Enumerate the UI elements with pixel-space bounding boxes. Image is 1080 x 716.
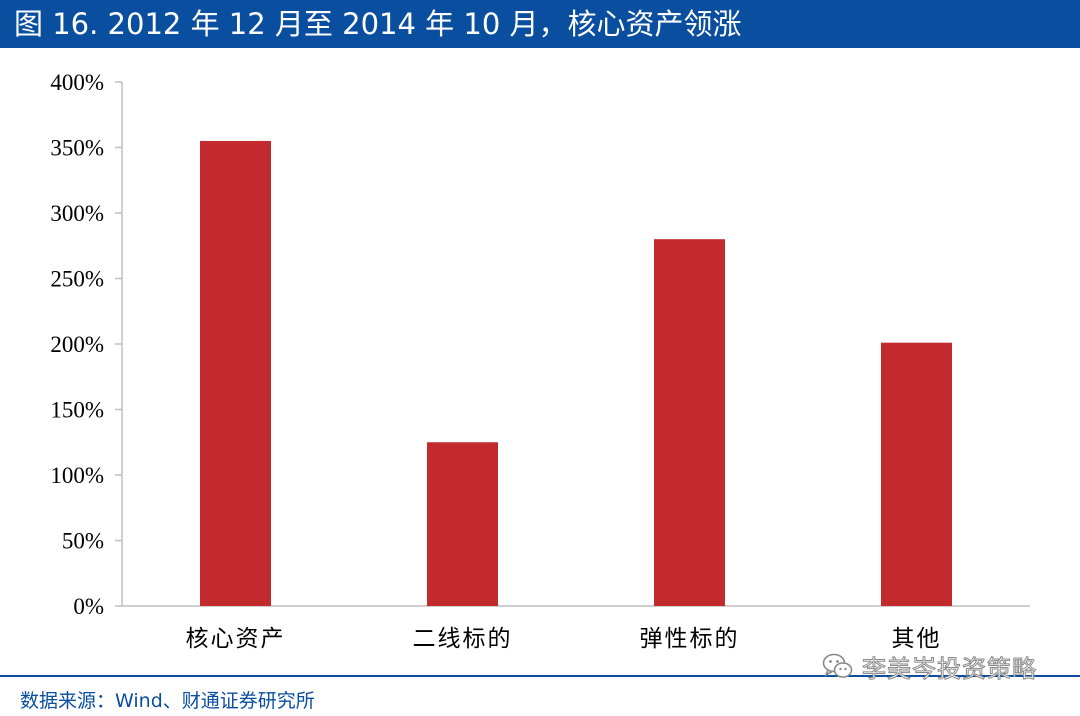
y-tick-label: 150% (50, 398, 104, 423)
bar-4 (881, 342, 952, 606)
data-source: 数据来源：Wind、财通证券研究所 (20, 690, 315, 712)
y-axis: 0% 50% 100% 150% 200% 250% 300% 350% 400% (50, 70, 123, 619)
bar-3 (654, 239, 725, 606)
x-category-label: 弹性标的 (640, 626, 740, 652)
bars (200, 140, 952, 606)
x-category-label: 其他 (892, 626, 942, 652)
y-tick-label: 200% (50, 332, 104, 357)
y-tick-label: 0% (73, 594, 104, 619)
x-category-label: 二线标的 (413, 626, 513, 652)
x-axis: 核心资产 二线标的 弹性标的 其他 (122, 605, 1030, 652)
watermark: 李美岑投资策略 (822, 648, 1037, 684)
bar-chart: 0% 50% 100% 150% 200% 250% 300% 350% 400% 核心资产 二线… (50, 70, 1030, 652)
y-tick-label: 100% (50, 463, 104, 488)
y-tick-label: 400% (50, 70, 104, 95)
y-tick-label: 50% (62, 529, 104, 554)
x-category-label: 核心资产 (186, 626, 286, 652)
y-tick-label: 300% (50, 201, 104, 226)
wechat-icon (822, 653, 853, 678)
figure-title: 图 16. 2012 年 12 月至 2014 年 10 月，核心资产领涨 (0, 0, 1080, 48)
y-tick-label: 350% (50, 136, 104, 161)
bar-2 (427, 442, 498, 606)
source-divider (0, 675, 1080, 677)
y-tick-label: 250% (50, 267, 104, 292)
watermark-text: 李美岑投资策略 (862, 654, 1037, 683)
bar-1 (200, 140, 271, 606)
